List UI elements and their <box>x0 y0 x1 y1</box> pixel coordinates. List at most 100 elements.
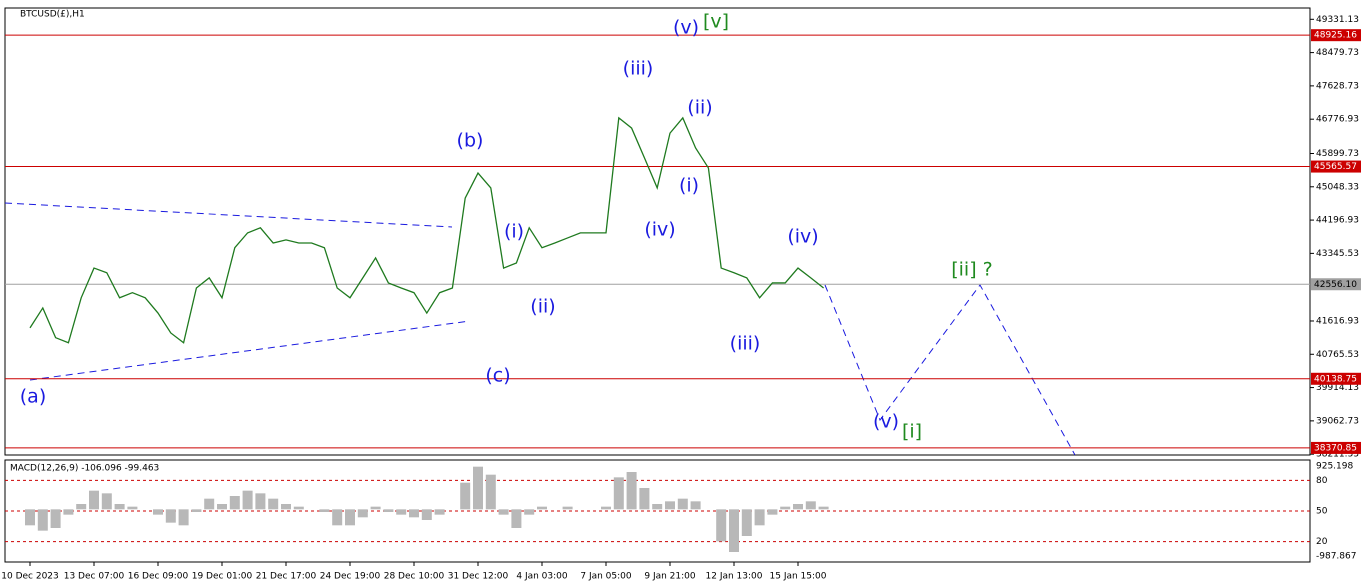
macd-bar <box>677 498 688 510</box>
y-tick-label: 39914.13 <box>1316 383 1359 393</box>
level-tag <box>1311 29 1361 42</box>
macd-bar <box>537 506 547 510</box>
level-tag <box>1311 441 1361 454</box>
wave-label: (ii) <box>687 97 712 119</box>
x-tick-label: 21 Dec 17:00 <box>256 572 317 582</box>
y-tick-label: 40765.53 <box>1316 350 1359 360</box>
macd-bar <box>498 509 509 515</box>
macd-bar <box>396 509 407 515</box>
macd-bar <box>409 509 419 518</box>
wave-label: (iii) <box>623 58 654 80</box>
macd-bar <box>690 501 701 510</box>
wave-label: (c) <box>485 365 510 387</box>
macd-bar <box>63 509 74 515</box>
wave-label: [v] <box>703 11 729 33</box>
wave-label: (ii) <box>530 296 555 318</box>
y-tick-label: 49331.13 <box>1316 15 1359 25</box>
level-label: 48925.16 <box>1314 31 1357 41</box>
level-tag <box>1311 160 1361 173</box>
y-tick-label: 39062.73 <box>1316 416 1359 426</box>
macd-tick-label: 925.198 <box>1316 462 1353 472</box>
macd-bar <box>127 506 138 510</box>
macd-bar <box>345 509 355 526</box>
macd-bar <box>370 506 381 510</box>
level-label: 38370.85 <box>1314 443 1357 453</box>
wave-label: (v) <box>673 17 699 39</box>
macd-bar <box>268 498 279 510</box>
macd-bar <box>601 506 611 510</box>
macd-bar <box>767 509 778 515</box>
macd-bar <box>178 509 189 526</box>
macd-bar <box>639 488 650 510</box>
macd-bar <box>729 509 739 552</box>
y-tick-label: 38211.33 <box>1316 450 1359 460</box>
x-tick-label: 4 Jan 03:00 <box>516 572 568 582</box>
x-tick-label: 24 Dec 19:00 <box>320 572 381 582</box>
macd-bar <box>357 509 368 518</box>
macd-bar <box>25 509 35 526</box>
wave-label: (iv) <box>787 226 818 248</box>
macd-bar <box>191 509 202 512</box>
macd-bar <box>242 490 253 510</box>
y-tick-label: 43345.53 <box>1316 249 1359 259</box>
macd-bar <box>421 509 432 520</box>
x-tick-label: 10 Dec 2023 <box>1 572 59 582</box>
x-tick-label: 9 Jan 21:00 <box>644 572 696 582</box>
macd-bar <box>511 509 522 528</box>
y-tick-label: 48479.73 <box>1316 48 1359 58</box>
x-tick-label: 7 Jan 05:00 <box>580 572 632 582</box>
macd-bar <box>460 482 471 510</box>
level-tag <box>1311 278 1361 291</box>
macd-bar <box>754 509 765 526</box>
trendlines <box>4 202 1076 456</box>
wave-label: (iv) <box>644 219 675 241</box>
macd-bar <box>652 503 663 510</box>
macd-level-label: 20 <box>1316 537 1328 547</box>
wave-label: (v) <box>873 411 899 433</box>
lower-trendline <box>29 320 471 381</box>
chart-title: BTCUSD(£),H1 <box>20 10 85 20</box>
macd-bar <box>165 509 176 523</box>
y-tick-label: 47628.73 <box>1316 81 1359 91</box>
x-tick-label: 28 Dec 10:00 <box>384 572 445 582</box>
macd-bar <box>473 466 483 510</box>
macd-bar <box>101 493 112 510</box>
macd-bar <box>153 509 163 515</box>
level-label: 42556.10 <box>1314 280 1357 290</box>
wave-label: (i) <box>504 221 524 243</box>
x-tick-label: 13 Dec 07:00 <box>64 572 125 582</box>
level-label: 45565.57 <box>1314 162 1357 172</box>
macd-bar <box>485 474 496 510</box>
macd-bar <box>793 503 803 510</box>
macd-bar <box>89 490 99 510</box>
y-tick-label: 46776.93 <box>1316 115 1359 125</box>
macd-bar <box>562 506 573 510</box>
y-tick-label: 45048.33 <box>1316 182 1359 192</box>
wave-label: (iii) <box>730 333 761 355</box>
macd-bar <box>229 495 240 510</box>
wave-label: (a) <box>20 386 46 408</box>
level-tag <box>1311 372 1361 385</box>
macd-tick-label: -987.867 <box>1316 552 1356 562</box>
macd-bar <box>319 509 330 512</box>
macd-level-label: 80 <box>1316 476 1328 486</box>
x-tick-label: 16 Dec 09:00 <box>128 572 189 582</box>
wave-label: (i) <box>679 175 699 197</box>
macd-bar <box>114 503 125 510</box>
macd-bar <box>255 493 266 510</box>
macd-bar <box>613 477 624 510</box>
x-tick-label: 12 Jan 13:00 <box>706 572 763 582</box>
price-panel <box>4 7 1311 456</box>
macd-bar <box>76 503 87 510</box>
forecast-path <box>824 284 1076 456</box>
y-tick-label: 41616.93 <box>1316 316 1359 326</box>
wave-label: [i] <box>902 421 922 443</box>
macd-bar <box>204 498 215 510</box>
macd-bar <box>716 509 727 542</box>
macd-bar <box>281 503 291 510</box>
macd-bar <box>626 472 637 510</box>
upper-trendline <box>4 202 453 228</box>
macd-bar <box>818 506 829 510</box>
